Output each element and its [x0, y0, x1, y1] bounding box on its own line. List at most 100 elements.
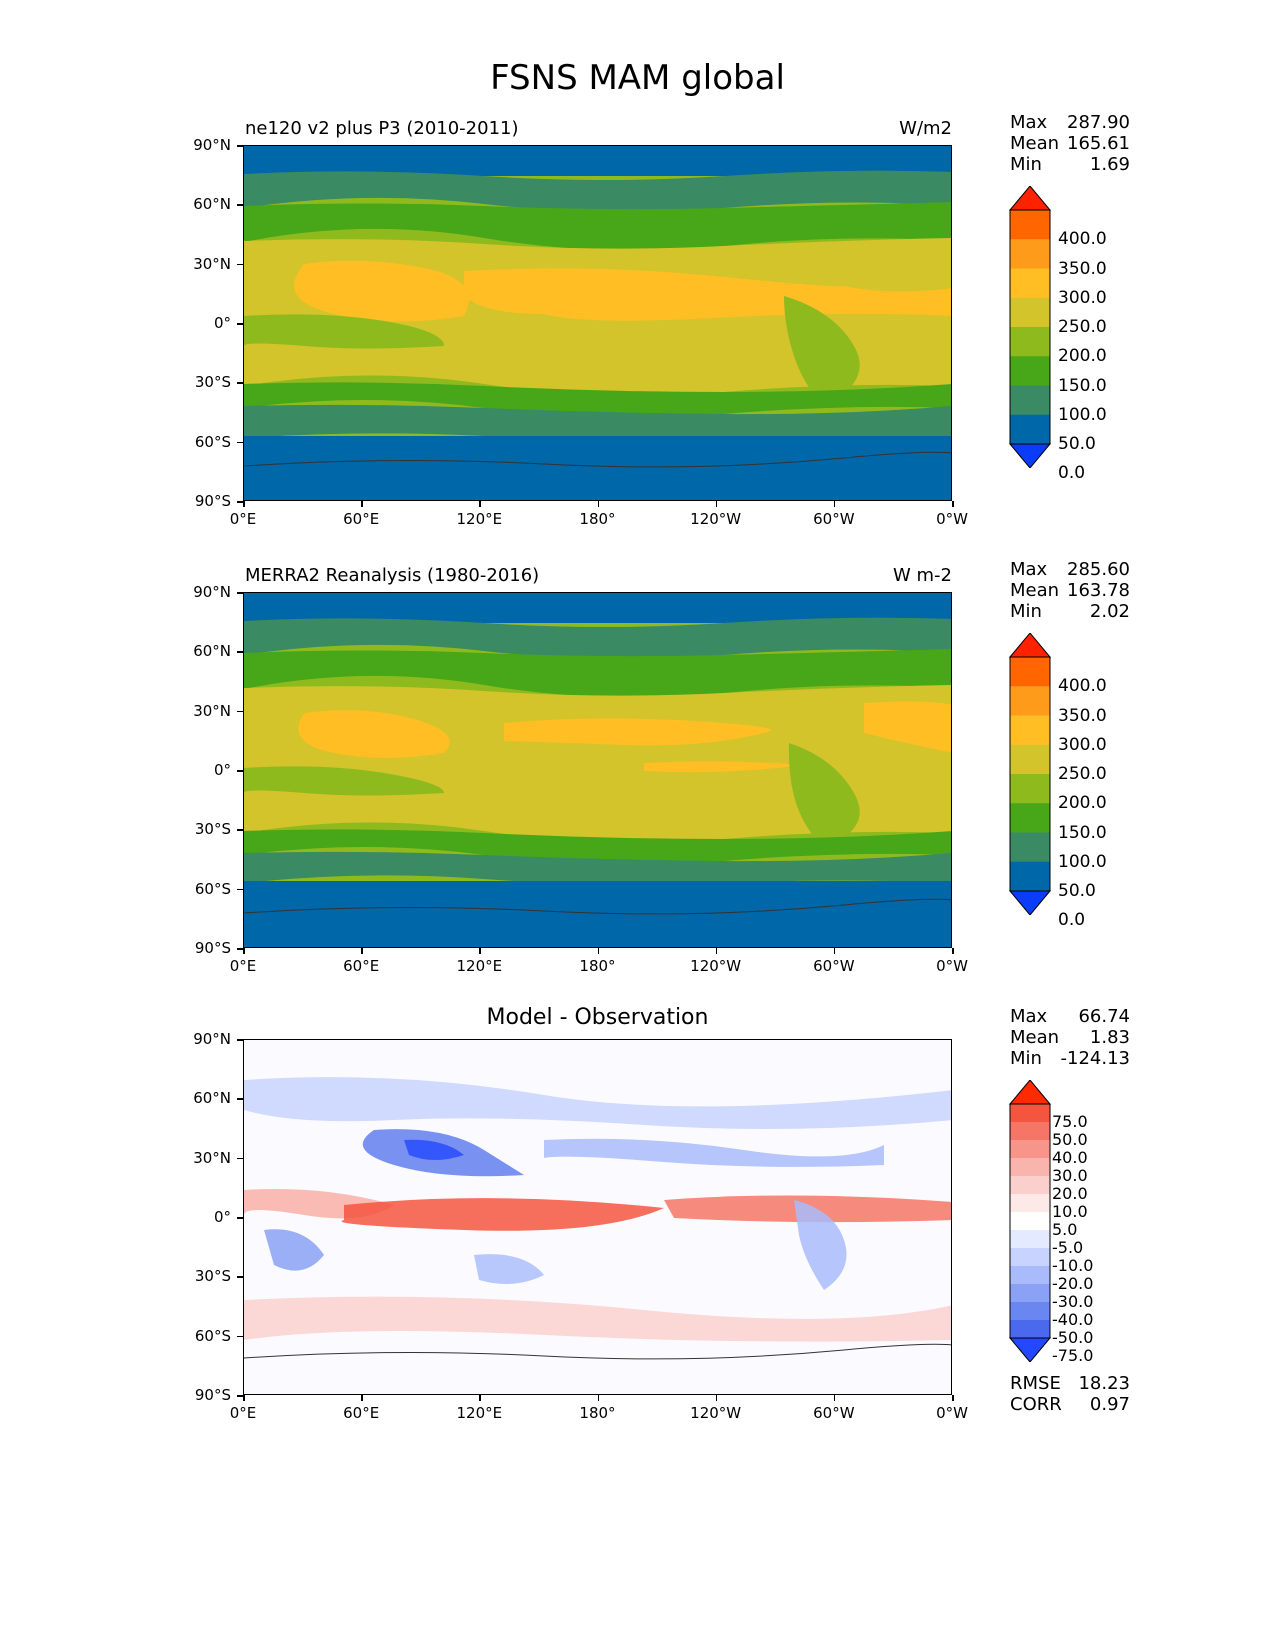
colorbar-tick-label: 100.0: [1058, 851, 1107, 872]
colorbar-segment: [1010, 1104, 1050, 1123]
lat-tick-label: 90°S: [194, 492, 231, 510]
colorbar-tick-label: 250.0: [1058, 317, 1107, 337]
colorbar-tick-label: 400.0: [1058, 676, 1107, 697]
panel-2-title: MERRA2 Reanalysis (1980-2016): [245, 565, 540, 586]
panel-3-colorbar: [1008, 1080, 1052, 1362]
lon-tick-mark: [833, 501, 836, 507]
panel-1-min-label: Min: [1010, 154, 1042, 175]
colorbar-outline: [1009, 656, 1051, 892]
colorbar-segment: [1010, 715, 1050, 746]
panel-1-units: W/m2: [899, 118, 952, 139]
lat-tick-mark: [237, 1098, 243, 1100]
lat-tick-mark: [237, 204, 243, 206]
lat-tick-mark: [237, 263, 243, 266]
lat-tick-mark: [237, 1276, 243, 1278]
colorbar-segment: [1010, 385, 1050, 416]
lon-tick-label: 60°W: [813, 1404, 855, 1422]
lon-tick-mark: [715, 501, 718, 507]
panel-3-min-label: Min: [1010, 1048, 1042, 1069]
lat-tick-mark: [237, 710, 243, 713]
lon-tick-mark: [715, 1395, 718, 1401]
panel-2-map: [243, 592, 952, 948]
lat-tick-label: 30°N: [193, 1148, 231, 1167]
lat-tick-label: 90°S: [194, 939, 231, 957]
colorbar-tick-label: -10.0: [1052, 1256, 1094, 1275]
colorbar-segment: [1010, 1320, 1050, 1339]
colorbar-segment: [1010, 297, 1050, 328]
panel-3-map: [243, 1039, 952, 1395]
lat-tick-label: 90°S: [194, 1386, 231, 1404]
lat-tick-mark: [237, 888, 243, 891]
colorbar-tick-label: 250.0: [1058, 764, 1107, 784]
panel-1-mean-label: Mean: [1010, 133, 1060, 154]
panel-3-colorbar-labels: 75.0 50.0 40.0 30.0 20.0 10.0 5.0 -5.0 -10.0 -20.…: [1052, 1080, 1142, 1364]
panel-1-min-value: 1.69: [1089, 154, 1130, 175]
colorbar-outline: [1009, 209, 1051, 445]
colorbar-segment: [1010, 1248, 1050, 1267]
colorbar-segment: [1010, 774, 1050, 804]
panel-1-map: [243, 145, 952, 501]
lon-tick-label: 120°W: [690, 957, 742, 975]
lat-tick-label: 0°: [213, 1208, 231, 1226]
colorbar-segment: [1010, 1230, 1050, 1249]
colorbar-segment: [1010, 1212, 1050, 1231]
colorbar-segment: [1010, 1302, 1050, 1321]
lat-tick-mark: [237, 145, 243, 147]
lat-tick-mark: [237, 1395, 243, 1397]
panel-3-mean-label: Mean: [1010, 1027, 1060, 1048]
lon-tick-mark: [597, 501, 599, 507]
colorbar-tick-label: 75.0: [1052, 1112, 1088, 1131]
colorbar-tick-label: 150.0: [1058, 375, 1107, 396]
lon-tick-label: 120°E: [456, 957, 503, 975]
lat-tick-label: 90°N: [193, 583, 231, 601]
colorbar-segment: [1010, 803, 1050, 833]
panel-3-min-value: -124.13: [1060, 1048, 1130, 1069]
lon-tick-label: 60°E: [343, 510, 380, 528]
colorbar-tick-label: 300.0: [1058, 734, 1107, 755]
colorbar-segment: [1010, 356, 1050, 386]
lon-tick-mark: [479, 501, 481, 507]
lon-tick-label: 0°E: [229, 957, 257, 975]
lon-tick-mark: [361, 1395, 363, 1401]
colorbar-bottom-extend: [1008, 890, 1052, 915]
lon-tick-mark: [597, 948, 599, 954]
lat-tick-mark: [237, 651, 243, 653]
colorbar-top-extend: [1008, 633, 1052, 658]
lat-tick-mark: [237, 501, 243, 503]
figure-title: FSNS MAM global: [490, 58, 785, 98]
colorbar-tick-label: 200.0: [1058, 346, 1107, 367]
colorbar-tick-label: 350.0: [1058, 258, 1107, 279]
lon-tick-label: 120°W: [690, 510, 742, 528]
lon-tick-label: 0°W: [936, 957, 968, 975]
colorbar-segment: [1010, 657, 1050, 687]
colorbar-top-extend: [1008, 186, 1052, 211]
panel-1-colorbar-labels: 400.0 350.0 300.0 250.0 200.0 150.0 100.0 50.0 0…: [1058, 186, 1138, 483]
colorbar-segment: [1010, 861, 1050, 892]
panel-1-max-label: Max: [1010, 112, 1048, 133]
lon-tick-mark: [479, 948, 481, 954]
lat-tick-mark: [237, 1335, 243, 1338]
lat-tick-label: 60°N: [193, 642, 231, 661]
colorbar-tick-label: 200.0: [1058, 793, 1107, 814]
lat-tick-label: 60°N: [193, 195, 231, 214]
lat-tick-label: 60°S: [194, 1326, 231, 1345]
colorbar-tick-label: 100.0: [1058, 404, 1107, 425]
lon-tick-label: 120°E: [456, 1404, 503, 1422]
lat-tick-mark: [237, 948, 243, 950]
lon-tick-label: 180°: [579, 1404, 616, 1422]
colorbar-segment: [1010, 414, 1050, 445]
lon-tick-mark: [833, 948, 836, 954]
lat-tick-label: 30°N: [193, 254, 231, 273]
colorbar-tick-label: 150.0: [1058, 822, 1107, 843]
lat-tick-label: 60°S: [194, 879, 231, 898]
panel-2-mean-label: Mean: [1010, 580, 1060, 601]
lat-tick-mark: [237, 323, 243, 325]
lat-tick-label: 60°N: [193, 1089, 231, 1108]
panel-2-field: [244, 593, 951, 947]
colorbar-segment: [1010, 1176, 1050, 1195]
lon-tick-label: 0°W: [936, 1404, 968, 1422]
lat-tick-mark: [237, 770, 243, 772]
lon-tick-label: 0°E: [229, 1404, 257, 1422]
colorbar-segment: [1010, 327, 1050, 357]
lat-tick-label: 90°N: [193, 1030, 231, 1048]
